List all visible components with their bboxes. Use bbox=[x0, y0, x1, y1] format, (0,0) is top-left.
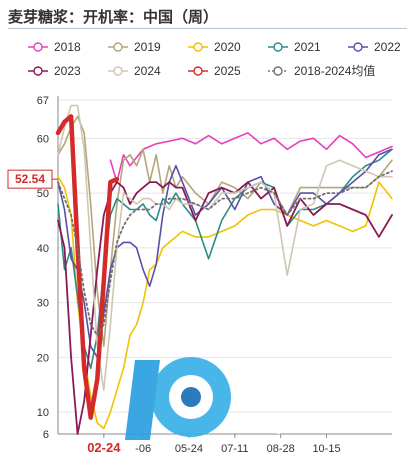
x-tick-label: -06 bbox=[135, 443, 151, 455]
legend-marker-icon bbox=[113, 42, 123, 52]
y-tick-label: 6 bbox=[43, 429, 49, 441]
legend-label: 2020 bbox=[214, 40, 241, 54]
legend[interactable]: 2018 2019 2020 2021 2022 2023 2024 2025 2018-202… bbox=[28, 40, 401, 78]
legend-item-2018-2024均值[interactable]: 2018-2024均值 bbox=[268, 63, 375, 78]
axis-layer: 6 10 20 30 40 50 60 67 02-24 -06 05-24 07-11 08-28 10… bbox=[37, 95, 392, 455]
watermark-brand-cn: 开云体育 bbox=[248, 370, 360, 402]
legend-item-2021[interactable]: 2021 bbox=[268, 40, 321, 54]
legend-item-2024[interactable]: 2024 bbox=[108, 64, 161, 78]
series-line-2022 bbox=[57, 148, 393, 359]
series-line-2018 bbox=[109, 132, 393, 183]
chart-title: 麦芽糖浆：开机率：中国（周） bbox=[8, 8, 219, 26]
logo-ball-patch bbox=[181, 387, 201, 407]
legend-item-2018[interactable]: 2018 bbox=[28, 40, 81, 54]
legend-item-2019[interactable]: 2019 bbox=[108, 40, 161, 54]
legend-label: 2021 bbox=[294, 40, 321, 54]
legend-marker-icon bbox=[33, 42, 43, 52]
legend-marker-icon bbox=[113, 66, 123, 76]
y-tick-label: 50 bbox=[37, 188, 49, 200]
legend-label: 2018 bbox=[54, 40, 81, 54]
y-tick-label: 30 bbox=[37, 298, 49, 310]
legend-label: 2019 bbox=[134, 40, 161, 54]
legend-item-2025[interactable]: 2025 bbox=[188, 64, 241, 78]
legend-label: 2024 bbox=[134, 64, 161, 78]
y-tick-label: 60 bbox=[37, 133, 49, 145]
legend-label: 2022 bbox=[374, 40, 401, 54]
series-line-2023 bbox=[57, 181, 393, 435]
x-tick-label: 10-15 bbox=[312, 443, 340, 455]
series-line-2021 bbox=[57, 148, 393, 370]
series-line-2025 bbox=[55, 114, 120, 420]
y-tick-label: 40 bbox=[37, 243, 49, 255]
legend-label: 2018-2024均值 bbox=[294, 63, 375, 78]
callout-value: 52.54 bbox=[15, 172, 45, 186]
x-tick-label: 02-24 bbox=[87, 440, 121, 455]
title-divider bbox=[8, 28, 407, 29]
legend-marker-icon bbox=[193, 42, 203, 52]
y-tick-label: 67 bbox=[37, 95, 49, 107]
logo-k-stroke bbox=[125, 360, 160, 440]
current-value-callout: 52.54 bbox=[7, 169, 58, 189]
y-tick-label: 20 bbox=[37, 352, 49, 364]
watermark: 开云体育 kaiyun.com bbox=[125, 357, 360, 440]
x-tick-label: 07-11 bbox=[221, 443, 248, 455]
legend-label: 2023 bbox=[54, 64, 81, 78]
watermark-logo bbox=[125, 357, 231, 440]
x-tick-label: 05-24 bbox=[175, 443, 203, 455]
legend-marker-icon bbox=[33, 66, 43, 76]
legend-item-2022[interactable]: 2022 bbox=[348, 40, 401, 54]
series-layer bbox=[55, 104, 393, 435]
legend-marker-icon bbox=[353, 42, 363, 52]
series-line-2018-2024均值 bbox=[57, 170, 393, 337]
legend-item-2023[interactable]: 2023 bbox=[28, 64, 81, 78]
watermark-brand-en: kaiyun.com bbox=[250, 414, 355, 435]
legend-marker-icon bbox=[193, 66, 203, 76]
legend-item-2020[interactable]: 2020 bbox=[188, 40, 241, 54]
legend-marker-icon bbox=[273, 42, 283, 52]
legend-label: 2025 bbox=[214, 64, 241, 78]
legend-marker-icon bbox=[273, 66, 283, 76]
y-tick-label: 10 bbox=[37, 407, 49, 419]
x-tick-label: 08-28 bbox=[267, 443, 295, 455]
series-line-2020 bbox=[57, 175, 393, 430]
